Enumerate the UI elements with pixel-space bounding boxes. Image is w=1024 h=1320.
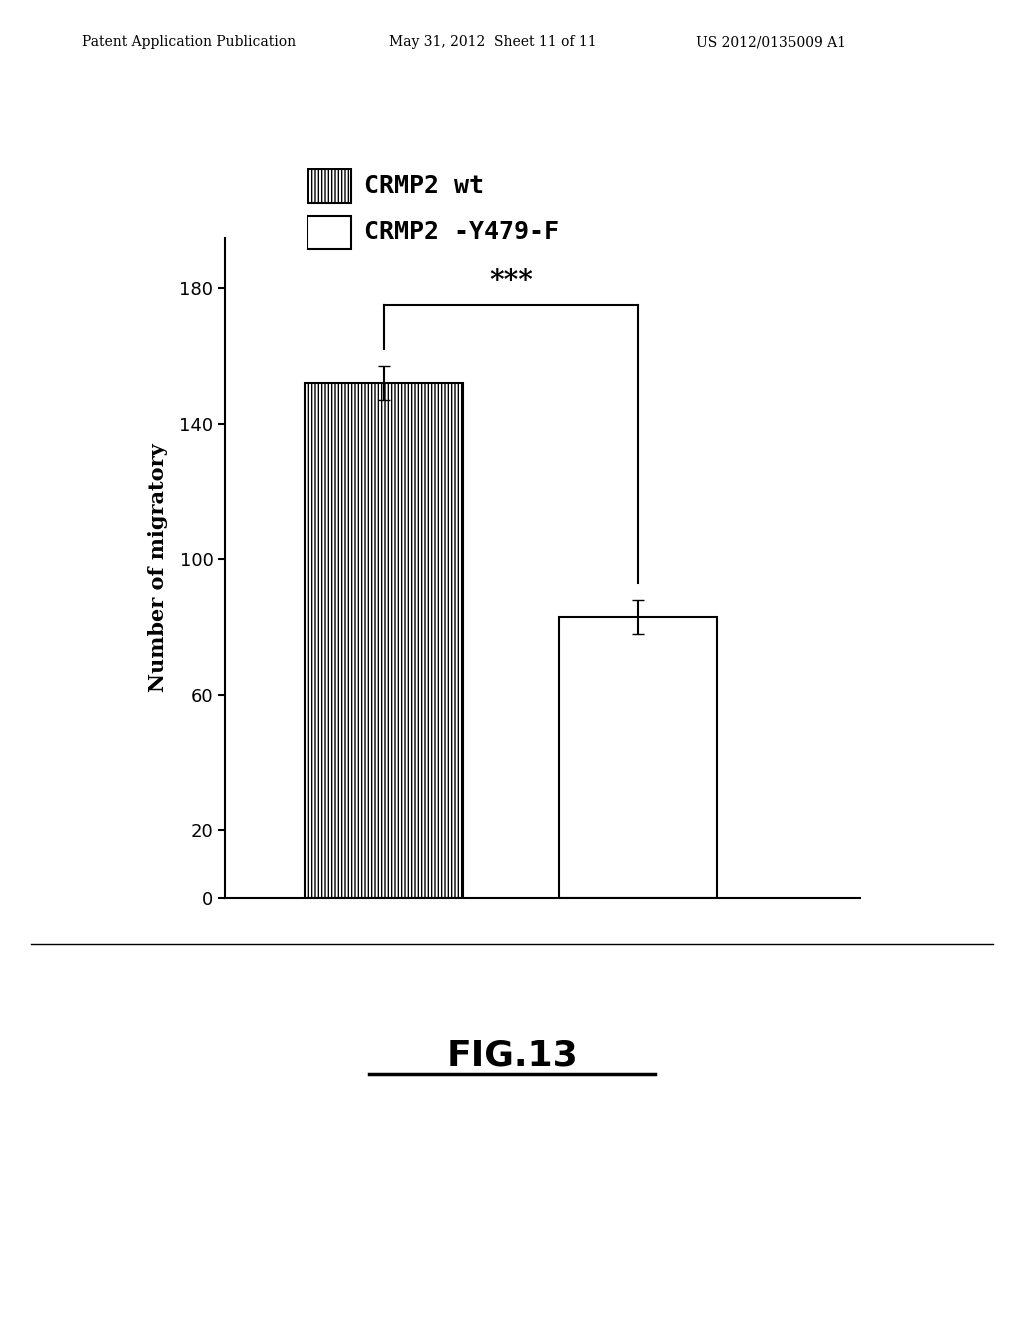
Text: CRMP2 wt: CRMP2 wt — [364, 174, 483, 198]
Text: Patent Application Publication: Patent Application Publication — [82, 36, 296, 49]
Text: FIG.13: FIG.13 — [446, 1039, 578, 1073]
Bar — [305, 383, 463, 898]
Text: US 2012/0135009 A1: US 2012/0135009 A1 — [696, 36, 846, 49]
Text: CRMP2 -Y479-F: CRMP2 -Y479-F — [364, 220, 558, 244]
Text: ***: *** — [489, 268, 532, 296]
Text: May 31, 2012  Sheet 11 of 11: May 31, 2012 Sheet 11 of 11 — [389, 36, 597, 49]
Bar — [559, 616, 717, 898]
Y-axis label: Number of migratory: Number of migratory — [148, 444, 168, 692]
